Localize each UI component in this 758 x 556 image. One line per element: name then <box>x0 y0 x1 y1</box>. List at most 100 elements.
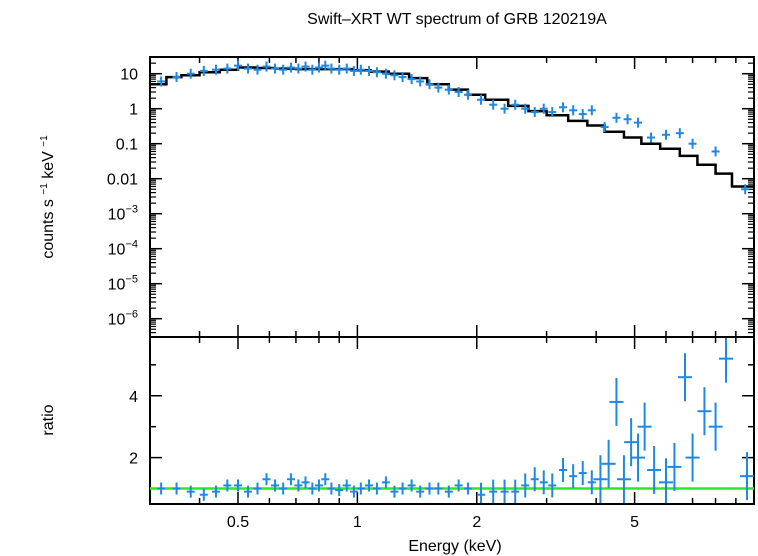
spectrum-data-point <box>271 63 280 74</box>
y-tick-label: 0.1 <box>116 137 138 154</box>
spectrum-data-points <box>157 60 750 195</box>
y-tick-base: 0.1 <box>116 137 138 154</box>
ratio-data-point <box>199 488 208 501</box>
ratio-data-point <box>223 479 232 492</box>
y-tick-exponent: −6 <box>125 309 138 321</box>
spectrum-data-point <box>321 60 330 71</box>
spectrum-data-point <box>578 109 587 120</box>
spectrum-data-point <box>662 129 671 140</box>
ratio-data-point <box>365 479 374 492</box>
spectrum-data-point <box>372 67 381 78</box>
y-tick-label: 10 <box>120 67 138 84</box>
spectrum-data-point <box>244 63 253 74</box>
ratio-ticks <box>149 337 754 504</box>
ratio-data-point <box>211 485 220 498</box>
ratio-data-point <box>539 470 548 495</box>
y-tick-base: 10 <box>108 277 126 294</box>
ratio-data-point <box>454 479 463 492</box>
ratio-data-point <box>390 485 399 498</box>
spectrum-data-point <box>634 117 643 128</box>
spectrum-data-point <box>233 60 242 71</box>
energy-x-axis-label: Energy (keV) <box>408 538 501 555</box>
spectrum-data-point <box>199 65 208 76</box>
chart-title: Swift–XRT WT spectrum of GRB 120219A <box>307 11 607 28</box>
ratio-data-point <box>416 485 425 498</box>
spectrum-data-point <box>407 74 416 85</box>
spectrum-data-point <box>444 84 453 95</box>
spectrum-data-point <box>327 63 336 74</box>
y-tick-base: 0.01 <box>107 172 138 189</box>
spectrum-data-point <box>511 99 520 110</box>
spectrum-data-point <box>398 72 407 83</box>
ratio-data-point <box>434 482 443 495</box>
x-tick-label: 5 <box>630 514 639 531</box>
spectrum-data-point <box>521 103 530 114</box>
ratio-data-point <box>301 476 310 489</box>
ratio-data-point <box>262 473 271 486</box>
spectrum-data-point <box>342 63 351 74</box>
y-tick-exponent: −4 <box>125 239 138 251</box>
ratio-y-axis-label: ratio <box>40 404 57 435</box>
spectrum-data-point <box>477 94 486 105</box>
spectrum-ticks <box>149 56 754 338</box>
spectrum-data-point <box>623 114 632 125</box>
spectrum-data-point <box>500 103 509 114</box>
ratio-panel: 24 0.5 1 2 5 ratio Energy (keV) <box>40 336 755 555</box>
y-tick-label: 1 <box>129 102 138 119</box>
spectrum-data-point <box>434 82 443 93</box>
spectrum-data-point <box>569 105 578 116</box>
ratio-data-point <box>342 479 351 492</box>
spectrum-data-point <box>463 89 472 100</box>
spectrum-data-point <box>211 64 220 75</box>
spectrum-data-point <box>314 62 323 73</box>
ratio-data-point <box>233 479 242 492</box>
ratio-data-point <box>425 482 434 495</box>
ratio-data-point <box>186 485 195 498</box>
y-tick-exponent: −3 <box>125 204 138 216</box>
ratio-data-point <box>349 485 358 498</box>
spectrum-data-point <box>308 64 317 75</box>
ylabel-part-exp1: −1 <box>39 183 50 195</box>
ratio-data-point <box>172 482 181 495</box>
spectrum-data-point <box>741 184 750 195</box>
spectrum-data-point <box>390 70 399 81</box>
ratio-data-point <box>609 377 624 426</box>
spectrum-data-point <box>539 103 548 114</box>
ratio-data-point <box>477 482 486 503</box>
y-tick-base: 10 <box>108 242 126 259</box>
spectrum-data-point <box>253 64 262 75</box>
y-tick-label: 10−4 <box>108 239 138 259</box>
x-tick-label: 2 <box>472 514 481 531</box>
ratio-data-point <box>381 476 390 489</box>
ratio-data-point <box>279 482 288 495</box>
energy-x-tick-labels: 0.5 1 2 5 <box>227 514 639 531</box>
ratio-data-point <box>444 485 453 498</box>
y-tick-exponent: −5 <box>125 274 138 286</box>
ratio-data-point <box>678 353 693 402</box>
ratio-data-point <box>511 479 520 503</box>
ratio-data-point <box>739 452 754 501</box>
ratio-data-point <box>463 482 472 495</box>
ratio-y-tick-label: 2 <box>129 451 138 468</box>
spectrum-data-point <box>425 79 434 90</box>
ratio-data-point <box>335 484 344 497</box>
ratio-y-tick-labels: 24 <box>129 389 138 468</box>
ratio-data-point <box>356 482 365 495</box>
ratio-data-point <box>631 433 646 482</box>
ratio-data-point <box>569 464 578 489</box>
spectrum-data-point <box>294 63 303 74</box>
ratio-data-point <box>601 439 616 488</box>
y-tick-base: 10 <box>108 207 126 224</box>
y-tick-label: 10−6 <box>108 309 138 329</box>
y-tick-label: 0.01 <box>107 172 138 189</box>
ratio-data-point <box>559 457 568 482</box>
spectrum-data-point <box>335 64 344 75</box>
spectrum-data-point <box>172 72 181 83</box>
ratio-data-point <box>548 473 557 498</box>
ratio-data-point <box>587 470 596 495</box>
ratio-data-point <box>624 418 639 467</box>
ratio-data-point <box>637 402 652 451</box>
spectrum-data-point <box>600 122 609 132</box>
